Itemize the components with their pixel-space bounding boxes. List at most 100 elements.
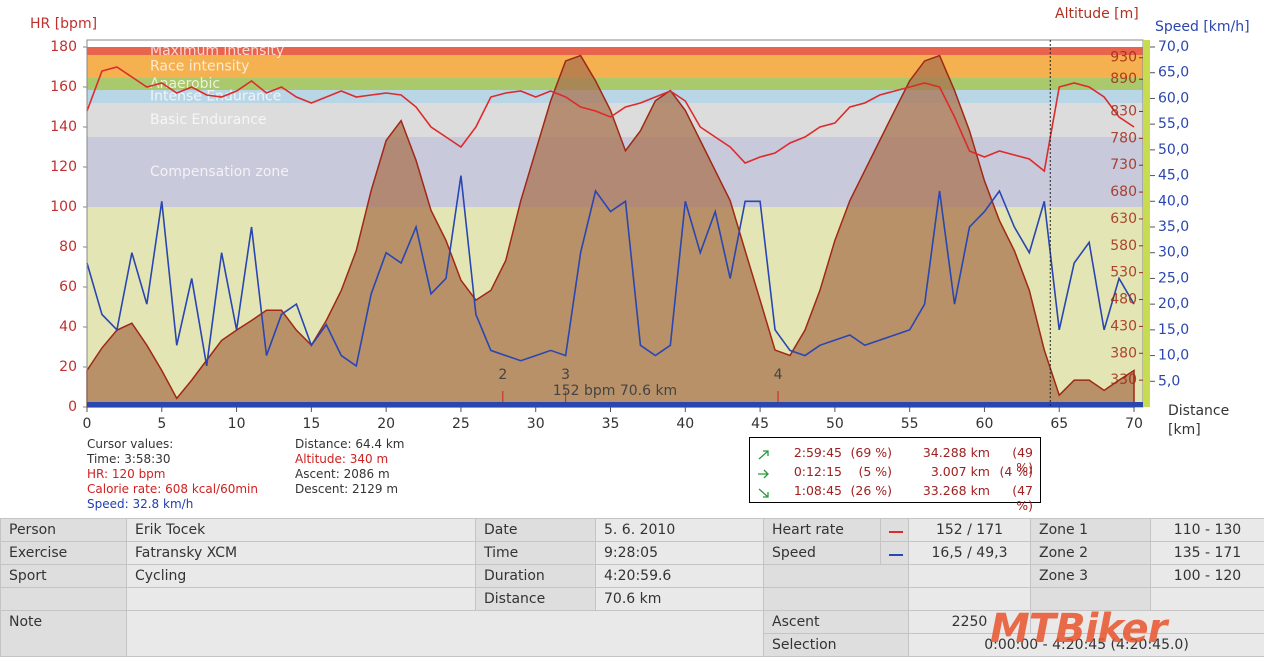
y2-tick-label: 630 (1110, 211, 1137, 227)
y2-tick-label: 430 (1110, 318, 1137, 334)
cell (1030, 587, 1151, 611)
stats-row: 2:59:45 (69 %) 34.288 km (49 %) (750, 445, 1040, 475)
swatch (889, 554, 903, 556)
arrow (758, 488, 769, 498)
y3-tick-label: 70,0 (1158, 39, 1189, 55)
cursor-value: Calorie rate: 608 kcal/60min (87, 482, 258, 496)
y2-tick-label: 380 (1110, 345, 1137, 361)
x-tick-label: 30 (527, 416, 545, 432)
stats-cell: (47 %) (1012, 483, 1033, 513)
marker-label: 4 (774, 367, 783, 383)
cell: 5. 6. 2010 (595, 518, 764, 542)
cell (126, 587, 476, 611)
logo: MTBiker (990, 606, 1167, 652)
stats-cell: (5 %) (858, 464, 892, 479)
cell: Note (0, 610, 127, 657)
cell (1150, 587, 1264, 611)
baseline (87, 402, 1143, 407)
x-tick-label: 10 (228, 416, 246, 432)
cell: 4:20:59.6 (595, 564, 764, 588)
stats-cell: 0:12:15 (793, 464, 842, 479)
info-table: Person Erik Tocek Date 5. 6. 2010 Heart … (0, 518, 1264, 657)
stats-cell: (69 %) (850, 445, 892, 460)
y3-tick-label: 65,0 (1158, 65, 1189, 81)
y-tick-label: 0 (68, 399, 77, 415)
cell (126, 610, 764, 657)
cursor-value: Descent: 2129 m (295, 482, 399, 496)
y-tick-label: 120 (50, 159, 77, 175)
stats-row: 1:08:45 (26 %) 33.268 km (47 %) (750, 483, 1040, 513)
y2-tick-label: 480 (1110, 292, 1137, 308)
zone-label: Maximum intensity (150, 43, 284, 59)
swatch (889, 531, 903, 533)
cell (908, 564, 1031, 588)
y3-tick-label: 5,0 (1158, 373, 1180, 389)
cursor-values: Cursor values: Time: 3:58:30 HR: 120 bpm Ca… (87, 437, 258, 512)
cell (763, 587, 909, 611)
cell: Person (0, 518, 127, 542)
y-axis-title: HR [bpm] (30, 16, 97, 32)
y-tick-label: 20 (59, 359, 77, 375)
series-line (86, 66, 1135, 173)
cell (908, 587, 1031, 611)
y-tick-label: 160 (50, 79, 77, 95)
stats-cell: (4 %) (999, 464, 1033, 479)
x-tick-label: 40 (676, 416, 694, 432)
stats-cell: 33.268 km (922, 483, 990, 498)
cursor-value: Ascent: 2086 m (295, 467, 390, 481)
x-tick-label: 70 (1125, 416, 1143, 432)
zone-band (87, 55, 1143, 78)
cursor-value: HR: 120 bpm (87, 467, 166, 481)
stats-box: 2:59:45 (69 %) 34.288 km (49 %) 0:12:15 (5 %)… (749, 437, 1041, 513)
cell: Distance (475, 587, 596, 611)
cell: 135 - 171 (1150, 541, 1264, 565)
cell: 16,5 / 49,3 (908, 541, 1031, 565)
y3-tick-label: 40,0 (1158, 193, 1189, 209)
stats-cell: (26 %) (850, 483, 892, 498)
x-tick-label: 20 (377, 416, 395, 432)
annotation: 152 bpm 70.6 km (553, 383, 677, 399)
cell: Fatransky XCM (126, 541, 476, 565)
x-tick-label: 60 (976, 416, 994, 432)
stats-cell: 3.007 km (930, 464, 990, 479)
y-tick-label: 100 (50, 199, 77, 215)
stats-cell: 34.288 km (922, 445, 990, 460)
cell: 70.6 km (595, 587, 764, 611)
y2-tick-label: 780 (1110, 130, 1137, 146)
cell: Time (475, 541, 596, 565)
x-tick-label: 15 (302, 416, 320, 432)
y3-tick-label: 50,0 (1158, 142, 1189, 158)
y2-axis-title: Altitude [m] (1055, 6, 1139, 22)
y-tick-label: 40 (59, 319, 77, 335)
zone-label: Basic Endurance (150, 112, 267, 128)
y2-tick-label: 830 (1110, 103, 1137, 119)
cursor-value: Speed: 32.8 km/h (87, 497, 194, 511)
x-axis-title: Distance [km] (1168, 403, 1230, 438)
cell: 9:28:05 (595, 541, 764, 565)
x-tick-label: 0 (83, 416, 92, 432)
x-tick-label: 25 (452, 416, 470, 432)
cell: Heart rate (763, 518, 881, 542)
zone-label: Compensation zone (150, 164, 289, 180)
marker-label: 2 (498, 367, 507, 383)
zone-label: Race intensity (150, 59, 249, 75)
altitude-area (86, 54, 1135, 408)
y-tick-label: 80 (59, 239, 77, 255)
cell (763, 564, 909, 588)
zone-band (87, 47, 1143, 55)
cell (0, 587, 127, 611)
legend-swatch (880, 541, 909, 565)
x-tick-label: 50 (826, 416, 844, 432)
cell: 100 - 120 (1150, 564, 1264, 588)
x-tick-label: 5 (157, 416, 166, 432)
x-tick-label: 45 (751, 416, 769, 432)
cell: Zone 2 (1030, 541, 1151, 565)
series-line (86, 175, 1135, 368)
stats-row: 0:12:15 (5 %) 3.007 km (4 %) (750, 464, 1040, 483)
stats-cell: (49 %) (1012, 445, 1033, 475)
zone-label: Anaerobic (150, 76, 220, 92)
cursor-value: Cursor values: (87, 437, 174, 451)
cell: 0:00:00 - 4:20:45 (4:20:45.0) (908, 633, 1264, 657)
y3-axis-title: Speed [km/h] (1155, 19, 1250, 35)
y2-tick-label: 530 (1110, 265, 1137, 281)
